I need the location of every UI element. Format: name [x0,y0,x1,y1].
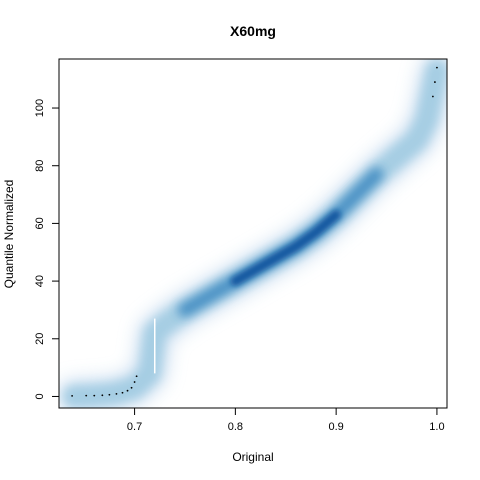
outlier-point [93,395,95,397]
x-axis-label: Original [232,450,273,464]
outlier-point [127,390,129,392]
y-tick-label: 80 [34,160,46,172]
density-cloud [74,71,437,397]
chart-title: X60mg [230,23,276,39]
y-tick-label: 100 [34,99,46,117]
outlier-point [131,387,133,389]
outlier-point [436,67,438,69]
y-tick-label: 40 [34,275,46,287]
outlier-point [71,395,73,397]
x-tick-label: 0.8 [228,421,243,433]
outlier-point [85,395,87,397]
outlier-points [71,67,438,397]
plot-frame [59,59,447,408]
outlier-point [136,375,138,377]
x-tick-label: 0.7 [127,421,142,433]
x-tick-label: 1.0 [429,421,444,433]
x-tick-label: 0.9 [328,421,343,433]
outlier-point [116,393,118,395]
density-middle [74,71,437,397]
y-axis: 0 20 40 60 80 100 [34,99,59,400]
y-tick-label: 60 [34,217,46,229]
outlier-point [134,381,136,383]
x-axis: 0.7 0.8 0.9 1.0 [127,408,445,433]
outlier-point [434,81,436,83]
outlier-point [108,394,110,396]
outlier-point [122,392,124,394]
density-outer [74,71,437,397]
y-tick-label: 20 [34,333,46,345]
outlier-point [432,96,434,98]
y-tick-label: 0 [34,393,46,399]
y-axis-label: Quantile Normalized [2,180,16,289]
outlier-point [101,394,103,396]
